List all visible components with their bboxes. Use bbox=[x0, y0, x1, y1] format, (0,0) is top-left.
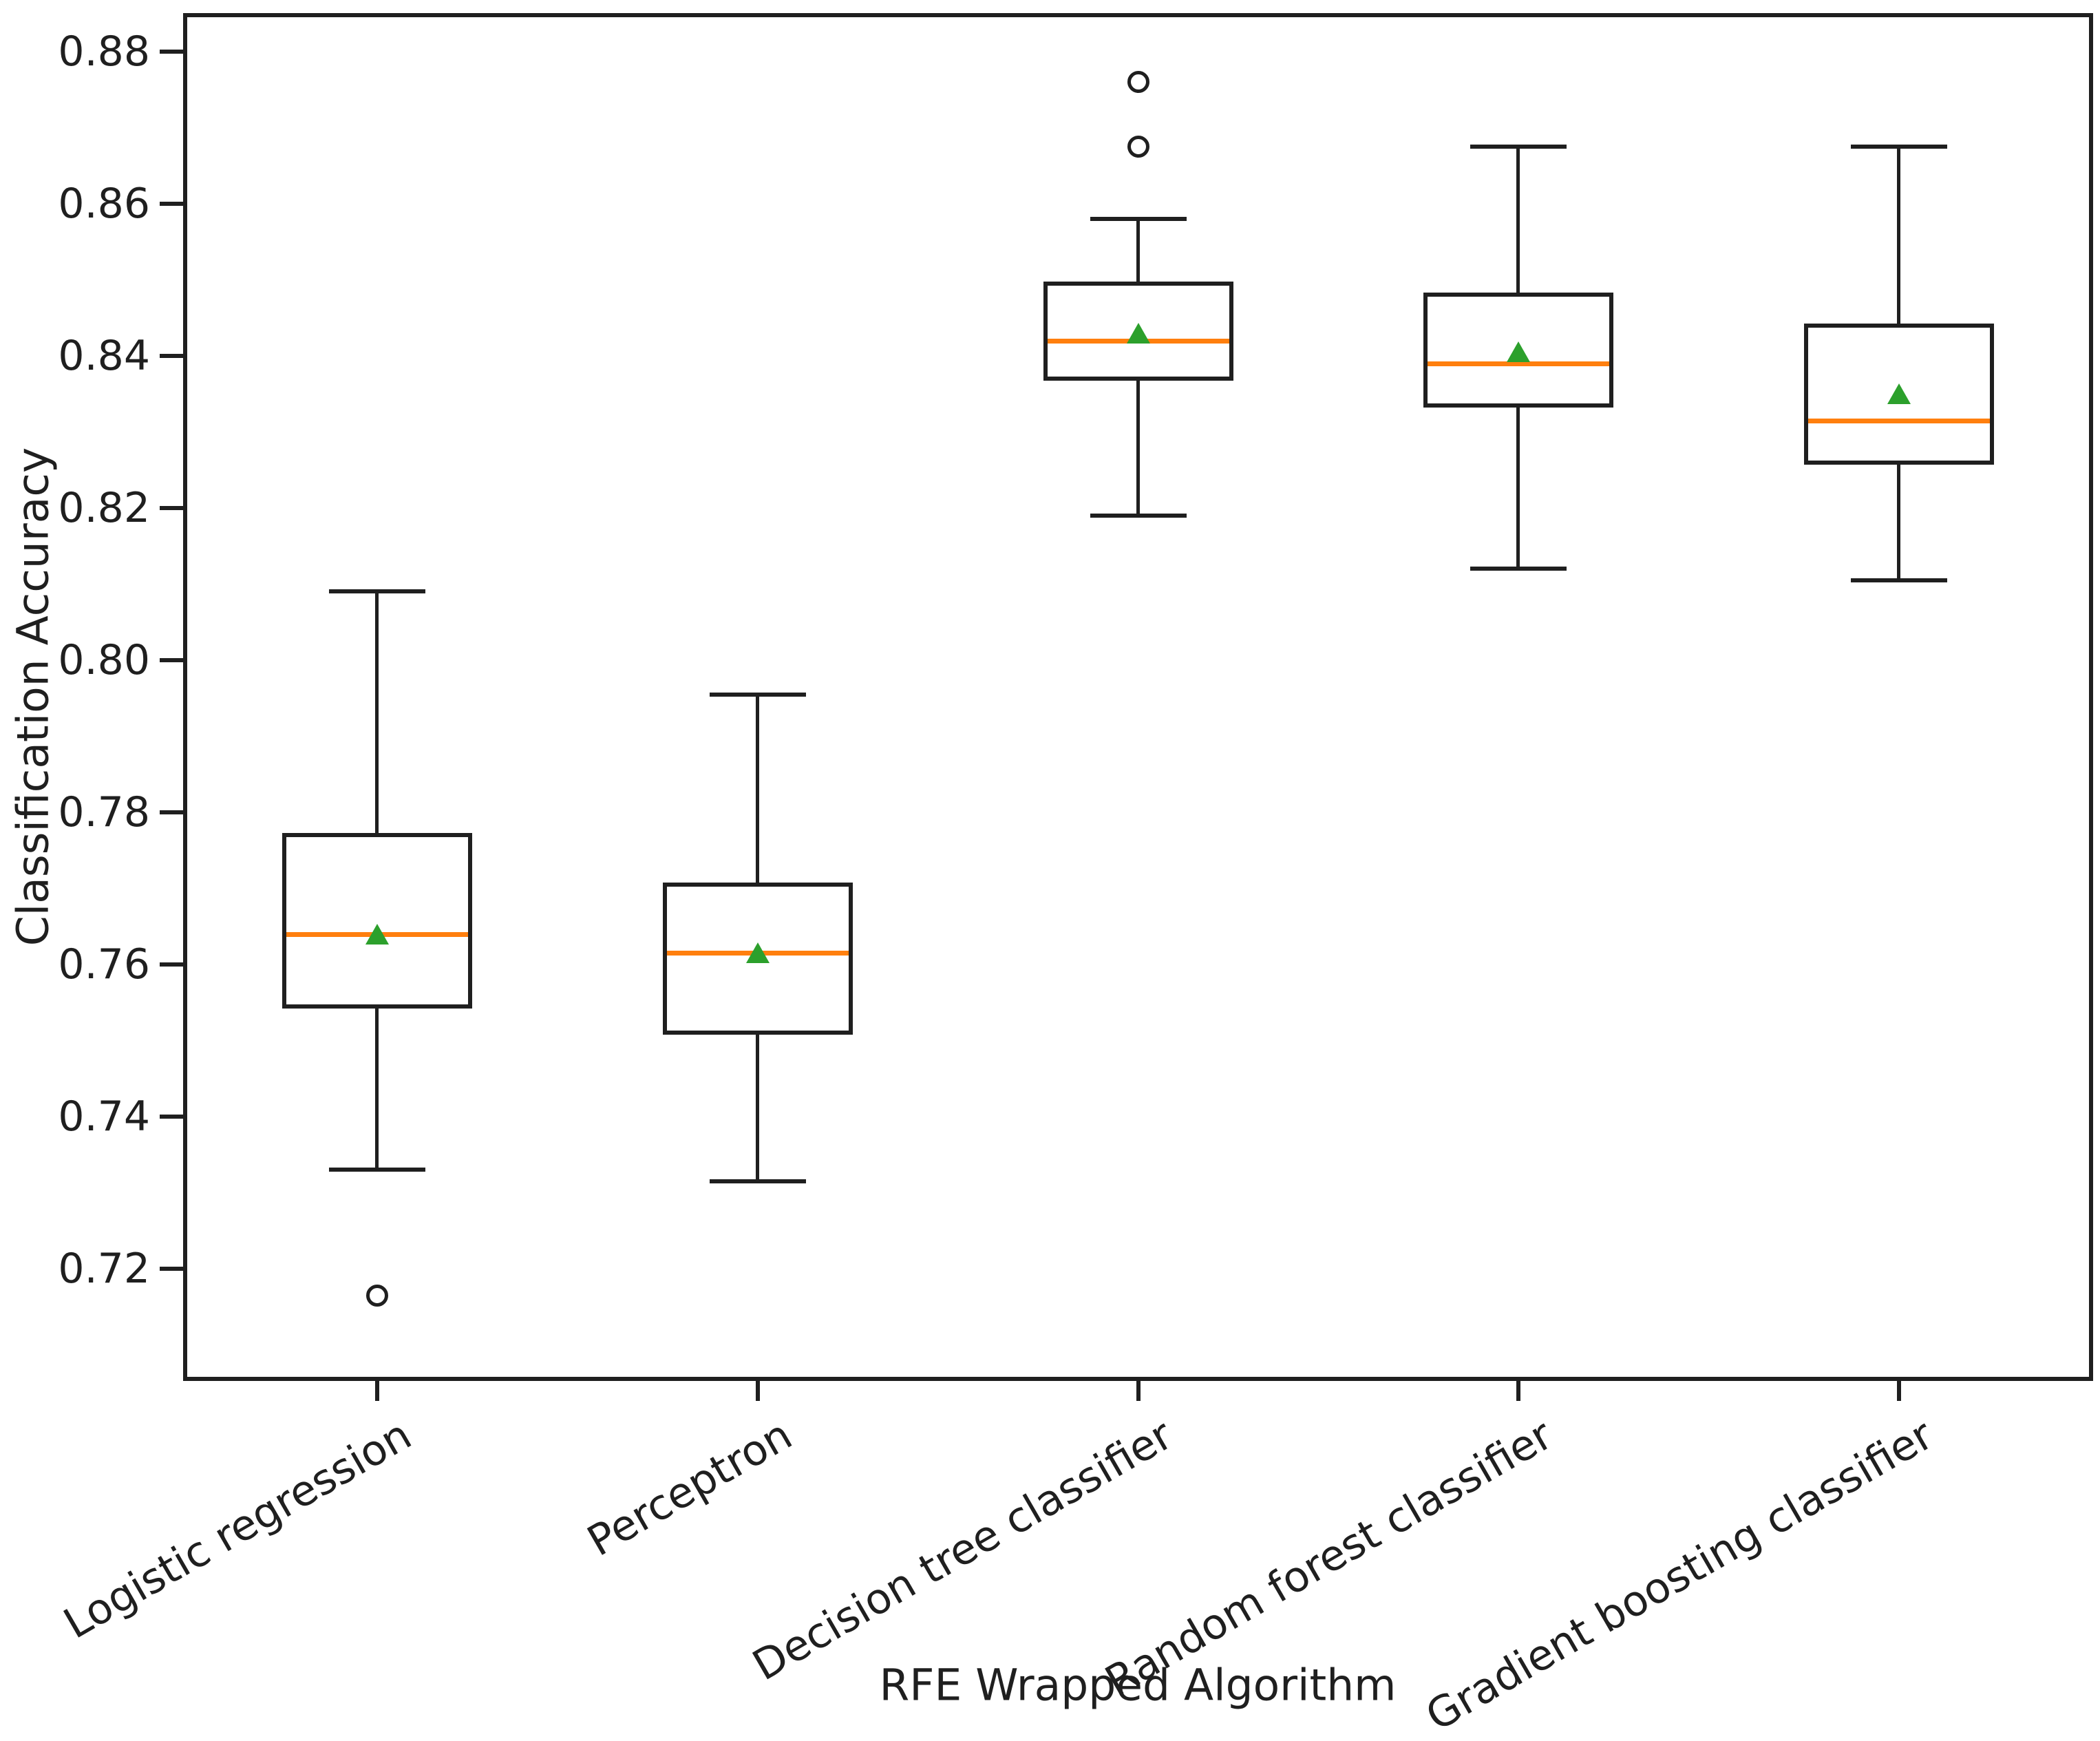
whisker-upper bbox=[1896, 146, 1900, 326]
box bbox=[662, 882, 853, 1035]
outlier-point bbox=[366, 1284, 389, 1307]
y-tick-mark bbox=[160, 505, 187, 510]
whisker-upper bbox=[1136, 218, 1140, 284]
box bbox=[1803, 323, 1994, 465]
whisker-cap-lower bbox=[329, 1168, 426, 1172]
whisker-cap-upper bbox=[1850, 144, 1947, 149]
whisker-upper bbox=[375, 591, 379, 836]
x-tick-mark bbox=[1896, 1379, 1901, 1401]
y-tick-mark bbox=[160, 49, 187, 54]
mean-marker bbox=[1887, 383, 1911, 405]
y-tick-label: 0.86 bbox=[58, 179, 150, 228]
whisker-cap-lower bbox=[1850, 578, 1947, 582]
x-tick-mark bbox=[375, 1379, 380, 1401]
mean-marker bbox=[745, 942, 770, 964]
whisker-cap-lower bbox=[709, 1179, 806, 1183]
whisker-lower bbox=[755, 1033, 759, 1181]
y-tick-mark bbox=[160, 1267, 187, 1272]
y-tick-label: 0.78 bbox=[58, 788, 150, 836]
y-axis-title: Classification Accuracy bbox=[8, 447, 59, 947]
whisker-cap-upper bbox=[1470, 144, 1567, 149]
y-tick-mark bbox=[160, 353, 187, 358]
x-tick-label: Logistic regression bbox=[56, 1410, 420, 1649]
y-tick-mark bbox=[160, 962, 187, 967]
outlier-point bbox=[1127, 70, 1149, 93]
whisker-cap-upper bbox=[709, 692, 806, 697]
y-tick-label: 0.88 bbox=[58, 27, 150, 76]
x-tick-label: Perceptron bbox=[579, 1410, 800, 1566]
whisker-cap-lower bbox=[1090, 513, 1187, 518]
box bbox=[1043, 281, 1233, 381]
whisker-cap-lower bbox=[1470, 567, 1567, 571]
x-tick-label: Decision tree classifier bbox=[744, 1410, 1180, 1691]
y-tick-mark bbox=[160, 810, 187, 814]
y-tick-label: 0.74 bbox=[58, 1093, 150, 1141]
whisker-cap-upper bbox=[1090, 216, 1187, 221]
box bbox=[282, 833, 473, 1009]
outlier-point bbox=[1127, 135, 1149, 158]
mean-marker bbox=[365, 923, 390, 945]
box bbox=[1423, 293, 1614, 408]
whisker-lower bbox=[1896, 462, 1900, 580]
y-tick-label: 0.80 bbox=[58, 635, 150, 684]
x-axis-title: RFE Wrapped Algorithm bbox=[879, 1660, 1397, 1711]
y-tick-mark bbox=[160, 657, 187, 662]
plot-area bbox=[183, 13, 2093, 1381]
y-tick-label: 0.72 bbox=[58, 1245, 150, 1294]
whisker-lower bbox=[1516, 405, 1520, 569]
y-tick-label: 0.76 bbox=[58, 940, 150, 989]
mean-marker bbox=[1126, 322, 1150, 344]
median-line bbox=[1428, 361, 1610, 366]
y-tick-mark bbox=[160, 1115, 187, 1119]
x-tick-mark bbox=[1516, 1379, 1521, 1401]
x-tick-mark bbox=[1136, 1379, 1141, 1401]
whisker-cap-upper bbox=[329, 589, 426, 594]
y-tick-label: 0.84 bbox=[58, 331, 150, 380]
whisker-upper bbox=[755, 694, 759, 885]
whisker-upper bbox=[1516, 146, 1520, 295]
x-tick-mark bbox=[755, 1379, 760, 1401]
y-tick-label: 0.82 bbox=[58, 483, 150, 532]
whisker-lower bbox=[375, 1006, 379, 1170]
y-tick-mark bbox=[160, 201, 187, 206]
whisker-lower bbox=[1136, 378, 1140, 516]
mean-marker bbox=[1507, 341, 1531, 363]
median-line bbox=[1807, 418, 1990, 423]
